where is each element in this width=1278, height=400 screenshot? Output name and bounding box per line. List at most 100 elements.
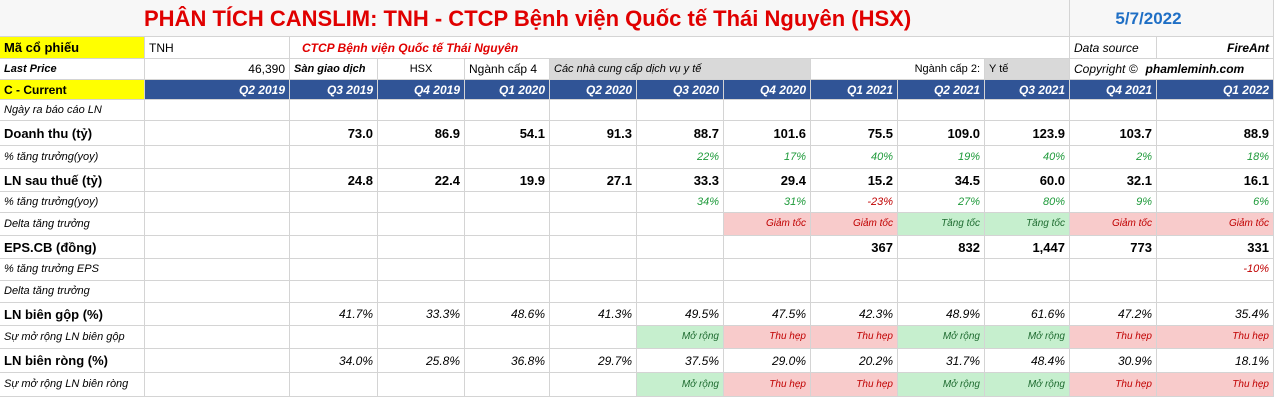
data-cell: 34.0%: [290, 349, 378, 373]
data-cell: 19%: [898, 146, 985, 169]
data-cell: 29.7%: [550, 349, 637, 373]
data-cell: 88.7: [637, 121, 724, 146]
ticker: TNH: [145, 37, 290, 59]
data-cell: [378, 192, 465, 213]
data-cell: -23%: [811, 192, 898, 213]
data-cell: 109.0: [898, 121, 985, 146]
price: 46,390: [145, 59, 290, 80]
data-cell: 33.3%: [378, 303, 465, 326]
industry2-label: Ngành cấp 2:: [811, 59, 985, 80]
data-cell: [550, 236, 637, 259]
data-cell: 27%: [898, 192, 985, 213]
data-cell: [811, 100, 898, 121]
data-cell: [550, 192, 637, 213]
data-cell: 29.0%: [724, 349, 811, 373]
data-cell: [1157, 281, 1274, 303]
copyright: phamleminh.com: [1145, 62, 1245, 76]
data-cell: [378, 281, 465, 303]
data-cell: [378, 326, 465, 349]
data-cell: [724, 236, 811, 259]
data-cell: 2%: [1070, 146, 1157, 169]
data-cell: [724, 259, 811, 281]
copyright-label: Copyright ©: [1074, 62, 1138, 76]
data-cell: 48.9%: [898, 303, 985, 326]
data-cell: [465, 100, 550, 121]
data-cell: Mở rộng: [637, 326, 724, 349]
data-cell: [378, 146, 465, 169]
data-cell: [1070, 281, 1157, 303]
data-cell: [985, 281, 1070, 303]
data-cell: 49.5%: [637, 303, 724, 326]
data-cell: Giảm tốc: [724, 213, 811, 236]
data-cell: [465, 326, 550, 349]
data-cell: Mở rộng: [985, 373, 1070, 397]
data-cell: Giảm tốc: [1157, 213, 1274, 236]
data-cell: 48.6%: [465, 303, 550, 326]
data-cell: [145, 169, 290, 192]
data-cell: [145, 373, 290, 397]
row-label: EPS.CB (đồng): [0, 236, 145, 259]
data-cell: -10%: [1157, 259, 1274, 281]
data-cell: Tăng tốc: [898, 213, 985, 236]
data-cell: [550, 259, 637, 281]
data-cell: 33.3: [637, 169, 724, 192]
column-header: Q4 2019: [378, 80, 465, 100]
row-label: Sự mở rộng LN biên gộp: [0, 326, 145, 349]
data-cell: [290, 373, 378, 397]
data-cell: Mở rộng: [985, 326, 1070, 349]
copyright-cell: Copyright © phamleminh.com: [1070, 59, 1274, 80]
data-cell: 47.5%: [724, 303, 811, 326]
data-cell: [378, 213, 465, 236]
data-cell: 54.1: [465, 121, 550, 146]
row-label: Ngày ra báo cáo LN: [0, 100, 145, 121]
data-cell: [378, 373, 465, 397]
data-cell: Thu hẹp: [724, 326, 811, 349]
data-cell: [465, 236, 550, 259]
data-cell: 48.4%: [985, 349, 1070, 373]
data-cell: Thu hẹp: [1157, 326, 1274, 349]
data-cell: 36.8%: [465, 349, 550, 373]
ticker-label: Mã cổ phiếu: [0, 37, 145, 59]
data-cell: [378, 236, 465, 259]
row-label: Doanh thu (tỷ): [0, 121, 145, 146]
data-cell: [290, 213, 378, 236]
corner: C - Current: [0, 80, 145, 100]
data-cell: 16.1: [1157, 169, 1274, 192]
data-cell: 61.6%: [985, 303, 1070, 326]
data-cell: [550, 146, 637, 169]
row-label: Delta tăng trưởng: [0, 213, 145, 236]
data-cell: [811, 259, 898, 281]
column-header: Q3 2021: [985, 80, 1070, 100]
data-cell: 29.4: [724, 169, 811, 192]
row-label: LN biên gộp (%): [0, 303, 145, 326]
data-cell: 31.7%: [898, 349, 985, 373]
data-cell: [550, 373, 637, 397]
data-cell: [465, 281, 550, 303]
data-cell: [550, 326, 637, 349]
row-label: LN sau thuế (tỷ): [0, 169, 145, 192]
data-cell: 34.5: [898, 169, 985, 192]
data-cell: [145, 192, 290, 213]
data-cell: Thu hẹp: [724, 373, 811, 397]
industry2: Y tế: [985, 59, 1070, 80]
data-cell: [290, 281, 378, 303]
data-cell: Thu hẹp: [811, 326, 898, 349]
date: 5/7/2022: [1070, 0, 1274, 37]
data-cell: [290, 326, 378, 349]
column-header: Q4 2021: [1070, 80, 1157, 100]
data-cell: 40%: [811, 146, 898, 169]
data-cell: [724, 281, 811, 303]
data-cell: 22%: [637, 146, 724, 169]
data-cell: [637, 281, 724, 303]
data-cell: [898, 281, 985, 303]
data-cell: 42.3%: [811, 303, 898, 326]
data-cell: [378, 259, 465, 281]
data-cell: [898, 100, 985, 121]
data-cell: 40%: [985, 146, 1070, 169]
data-cell: 9%: [1070, 192, 1157, 213]
data-cell: 86.9: [378, 121, 465, 146]
data-cell: [145, 349, 290, 373]
data-cell: 34%: [637, 192, 724, 213]
data-cell: [637, 213, 724, 236]
